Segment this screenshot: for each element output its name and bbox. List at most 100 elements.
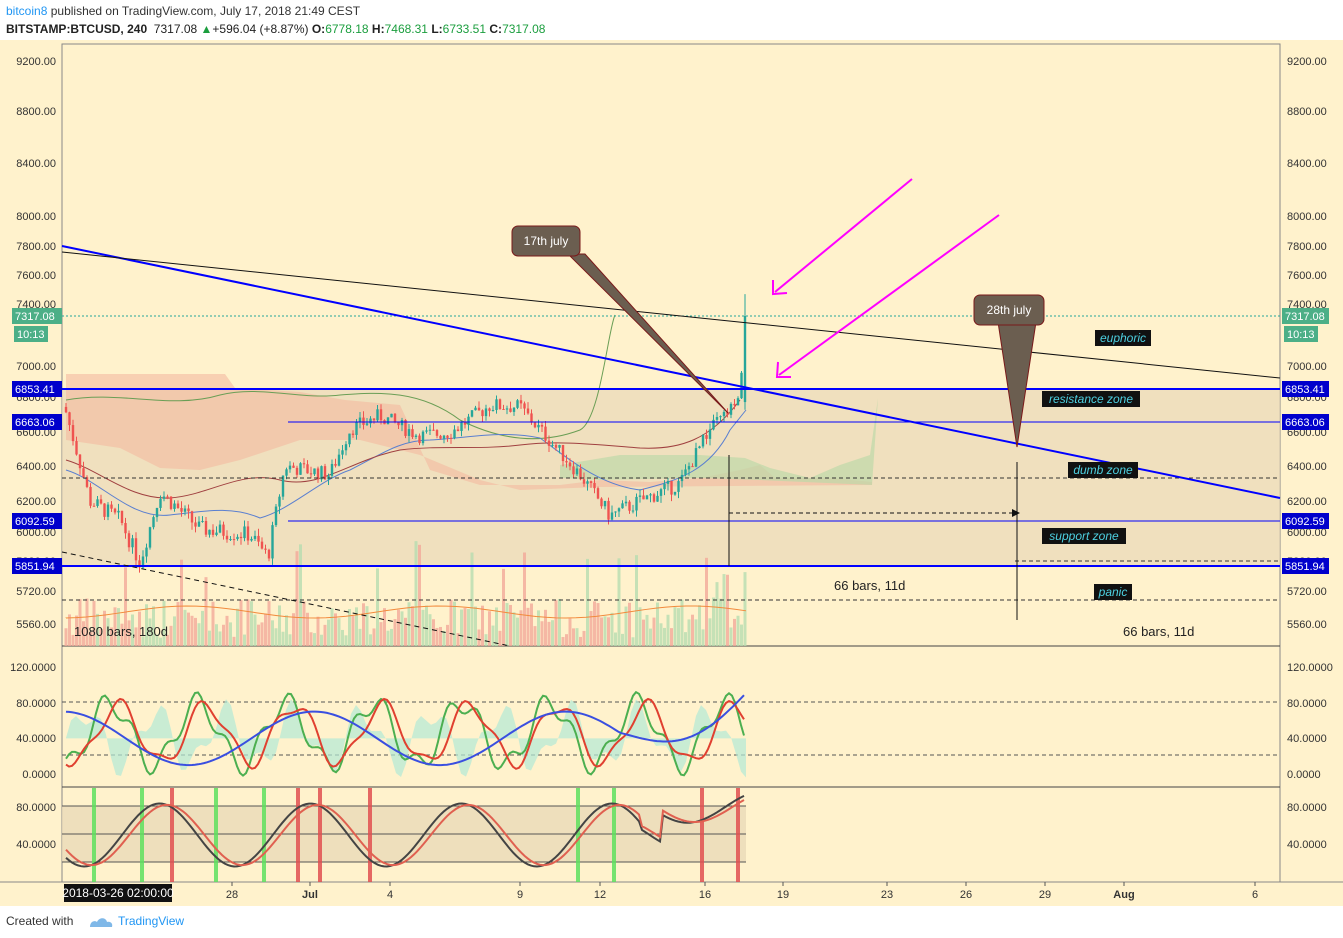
volume-bar: [694, 619, 698, 646]
label-dumb-zone: dumb zone: [1073, 463, 1133, 477]
price-tag-label: 10:13: [1287, 329, 1315, 341]
candle-body: [691, 466, 694, 468]
candle-body: [579, 468, 582, 480]
candle-body: [152, 517, 155, 528]
candle-body: [379, 409, 383, 421]
candle-body: [344, 444, 348, 451]
osc2-tick-label: 80.0000: [16, 802, 56, 814]
candle-body: [663, 483, 666, 490]
y-tick-label: 8000.00: [1287, 211, 1327, 223]
volume-bar: [358, 628, 362, 646]
candle-body: [292, 465, 295, 468]
base-line: [65, 409, 747, 519]
volume-bar: [428, 614, 432, 646]
osc1-tick-label: 0.0000: [1287, 769, 1321, 781]
candle-body: [92, 505, 96, 507]
volume-bar: [400, 611, 404, 646]
price-tag-bg: [1282, 513, 1329, 529]
candle-body: [635, 496, 638, 511]
volume-bar: [411, 606, 414, 646]
callout-17th-july[interactable]: 17th july: [511, 225, 729, 414]
price-tag-bg: [12, 414, 62, 430]
osc1-fast-line: [65, 690, 745, 777]
x-tick-label: 29: [1039, 889, 1051, 901]
candle-body: [582, 479, 586, 484]
volume-bar: [68, 614, 71, 646]
price-tag-label: 6853.41: [1285, 384, 1325, 396]
volume-bar: [127, 620, 131, 646]
candle-body: [726, 411, 729, 415]
volume-bar: [477, 629, 481, 646]
oscillator-pane-1[interactable]: [62, 690, 1280, 778]
volume-bar: [173, 616, 176, 646]
low-value: 6733.51: [442, 22, 487, 36]
callout-28th-july[interactable]: 28th july: [973, 294, 1045, 448]
volume-bar: [194, 617, 197, 646]
candle-body: [281, 475, 285, 497]
candle-body: [684, 469, 687, 475]
y-axis-left[interactable]: 9200.00 8800.00 8400.00 8000.00 7800.00 7600.…: [16, 56, 56, 631]
volume-bar: [439, 626, 442, 646]
candle-body: [246, 526, 250, 541]
volume-bar: [446, 624, 449, 646]
candle-body: [712, 419, 715, 430]
oscillator-pane-2[interactable]: [62, 788, 746, 882]
candle-body: [411, 429, 414, 438]
volume-bar: [572, 628, 575, 646]
dashed-trendline[interactable]: [61, 551, 511, 647]
volume-bar: [64, 628, 68, 646]
volume-bar: [145, 604, 148, 646]
volume-bar: [99, 629, 103, 646]
arrow-1[interactable]: [774, 178, 913, 293]
candle-body: [586, 481, 589, 484]
candle-body: [484, 408, 488, 417]
candle-body: [183, 508, 187, 512]
volume-bar: [467, 608, 470, 646]
callout-box: [511, 225, 581, 257]
volume-bar: [516, 617, 519, 646]
candle-body: [225, 535, 229, 540]
blue-trendline[interactable]: [61, 245, 1281, 499]
candle-body: [414, 435, 418, 438]
candle-body: [250, 538, 253, 541]
volume-bar: [463, 607, 467, 646]
volume-bar: [698, 605, 701, 646]
volume-ma-line: [65, 605, 747, 619]
volume-bar: [530, 603, 533, 646]
x-axis[interactable]: 28 Jul 4 9 12 16 19 23 26 29 Aug 6: [226, 882, 1258, 901]
price-tag-label: 6663.06: [1285, 417, 1325, 429]
y-tick-label: 8000.00: [16, 211, 56, 223]
candle-body: [435, 430, 439, 436]
black-trendline[interactable]: [61, 251, 1281, 379]
author-link[interactable]: bitcoin8: [6, 4, 48, 18]
candle-body: [117, 510, 120, 513]
candle-body: [131, 538, 134, 548]
price-tag-bg: [12, 558, 62, 574]
candle-body: [530, 413, 533, 423]
tradingview-link[interactable]: TradingView: [118, 914, 185, 928]
candle-body: [176, 503, 180, 508]
arrow-2[interactable]: [778, 214, 1000, 376]
candle-body: [603, 500, 607, 507]
volume-bar: [631, 637, 635, 646]
volume-bar: [579, 636, 582, 646]
volume-bar: [589, 611, 593, 646]
volume-bar: [222, 624, 225, 646]
magenta-arrows: [772, 178, 1000, 378]
volume-bar: [285, 615, 288, 646]
volume-bar: [684, 632, 687, 646]
candle-body: [334, 463, 337, 466]
candle-body: [614, 511, 617, 513]
volume-bar: [372, 628, 376, 646]
candle-body: [733, 403, 736, 406]
chart-area[interactable]: 17th july 28th july euphoric resistance …: [0, 40, 1343, 906]
volume-bar: [120, 623, 124, 646]
close-label: C:: [489, 22, 503, 36]
volume-bar: [131, 614, 134, 646]
volume-bar: [334, 613, 337, 646]
candle-body: [390, 413, 393, 418]
volume-bar: [526, 607, 530, 646]
volume-bar: [456, 633, 460, 646]
volume-bar: [575, 628, 579, 646]
volume-bar: [148, 618, 152, 646]
